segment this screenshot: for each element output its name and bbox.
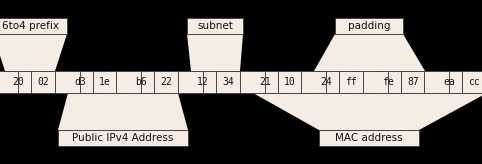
Text: 1e: 1e [99, 77, 111, 87]
Bar [240, 71, 290, 93]
Text: Public IPv4 Address: Public IPv4 Address [72, 133, 174, 143]
Bar [0, 71, 43, 93]
Polygon shape [314, 34, 425, 71]
Polygon shape [0, 34, 67, 71]
Bar [388, 71, 438, 93]
Polygon shape [58, 93, 188, 130]
Text: 02: 02 [37, 77, 49, 87]
Polygon shape [253, 93, 482, 130]
Polygon shape [187, 34, 243, 71]
Bar [141, 71, 191, 93]
Bar [0, 18, 67, 34]
Bar [116, 71, 166, 93]
Text: b6: b6 [135, 77, 147, 87]
Bar [265, 71, 315, 93]
Bar [80, 71, 130, 93]
Bar [363, 71, 413, 93]
Bar [424, 71, 474, 93]
Bar [335, 18, 403, 34]
Text: 20: 20 [12, 77, 24, 87]
Text: d3: d3 [74, 77, 86, 87]
Bar [319, 130, 419, 146]
Text: 87: 87 [407, 77, 419, 87]
Text: padding: padding [348, 21, 390, 31]
Text: fe: fe [382, 77, 394, 87]
Text: ea: ea [443, 77, 455, 87]
Text: subnet: subnet [197, 21, 233, 31]
Bar [301, 71, 351, 93]
Text: 6to4 prefix: 6to4 prefix [1, 21, 58, 31]
Text: 22: 22 [160, 77, 172, 87]
Bar [203, 71, 253, 93]
Text: 24: 24 [320, 77, 332, 87]
Text: 34: 34 [222, 77, 234, 87]
Text: cc: cc [468, 77, 480, 87]
Text: 12: 12 [197, 77, 209, 87]
Bar [18, 71, 68, 93]
Bar [326, 71, 376, 93]
Bar [187, 18, 243, 34]
Bar [58, 130, 188, 146]
Bar [178, 71, 228, 93]
Text: MAC address: MAC address [335, 133, 403, 143]
Text: 21: 21 [259, 77, 271, 87]
Text: 10: 10 [284, 77, 296, 87]
Text: ff: ff [345, 77, 357, 87]
Bar [449, 71, 482, 93]
Bar [55, 71, 105, 93]
